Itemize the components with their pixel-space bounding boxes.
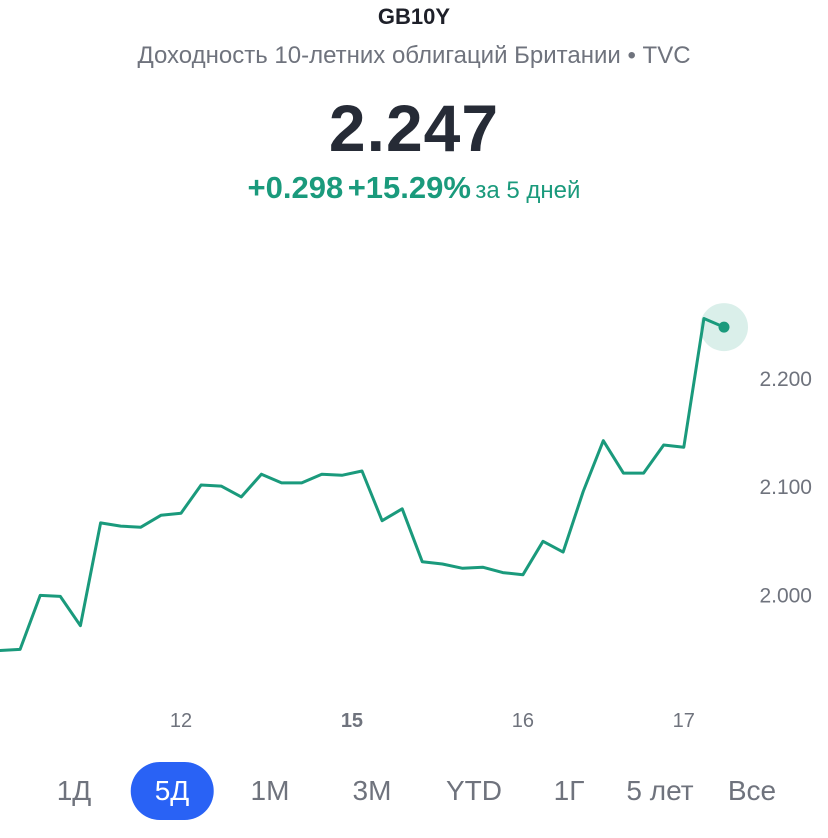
tab-timeframe[interactable]: 1Г	[553, 775, 585, 806]
instrument-name: Доходность 10-летних облигаций Британии …	[137, 42, 691, 69]
current-price: 2.247	[328, 91, 500, 165]
tab-timeframe[interactable]: YTD	[446, 775, 502, 806]
x-tick-label: 15	[341, 710, 363, 732]
x-tick-label: 16	[512, 710, 534, 732]
tab-timeframe[interactable]: Все	[727, 775, 777, 806]
price-change: +0.298 +15.29% за 5 дней	[0, 170, 828, 206]
change-percent: +15.29%	[347, 170, 471, 205]
tab-timeframe[interactable]: 5 лет	[626, 775, 694, 806]
x-tick-label: 17	[673, 710, 695, 732]
tab-timeframe[interactable]: 1М	[250, 775, 290, 806]
change-period: за 5 дней	[475, 177, 581, 204]
y-tick-label: 2.100	[759, 476, 812, 499]
x-tick-label: 12	[170, 710, 192, 732]
tab-timeframe[interactable]: 5Д	[130, 762, 214, 820]
change-absolute: +0.298	[247, 170, 344, 205]
ticker-symbol: GB10Y	[377, 4, 451, 29]
y-tick-label: 2.000	[759, 584, 812, 607]
price-line	[0, 317, 726, 652]
price-chart[interactable]: 2.000 2.100 2.200 12 15 16 17	[0, 240, 828, 740]
tab-timeframe[interactable]: 1Д	[56, 775, 92, 806]
timeframe-tabs: 1Д 5Д 1М 3М YTD 1Г 5 лет Все	[0, 762, 828, 822]
last-point-dot	[718, 321, 730, 333]
y-tick-label: 2.200	[759, 368, 812, 391]
tab-timeframe[interactable]: 3М	[352, 775, 392, 806]
